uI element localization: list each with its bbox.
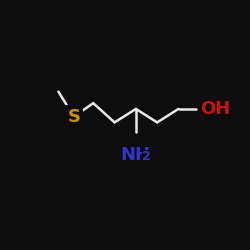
Text: OH: OH [200, 100, 230, 118]
Text: NH: NH [121, 146, 151, 164]
Text: S: S [68, 108, 80, 126]
Text: 2: 2 [142, 150, 151, 163]
